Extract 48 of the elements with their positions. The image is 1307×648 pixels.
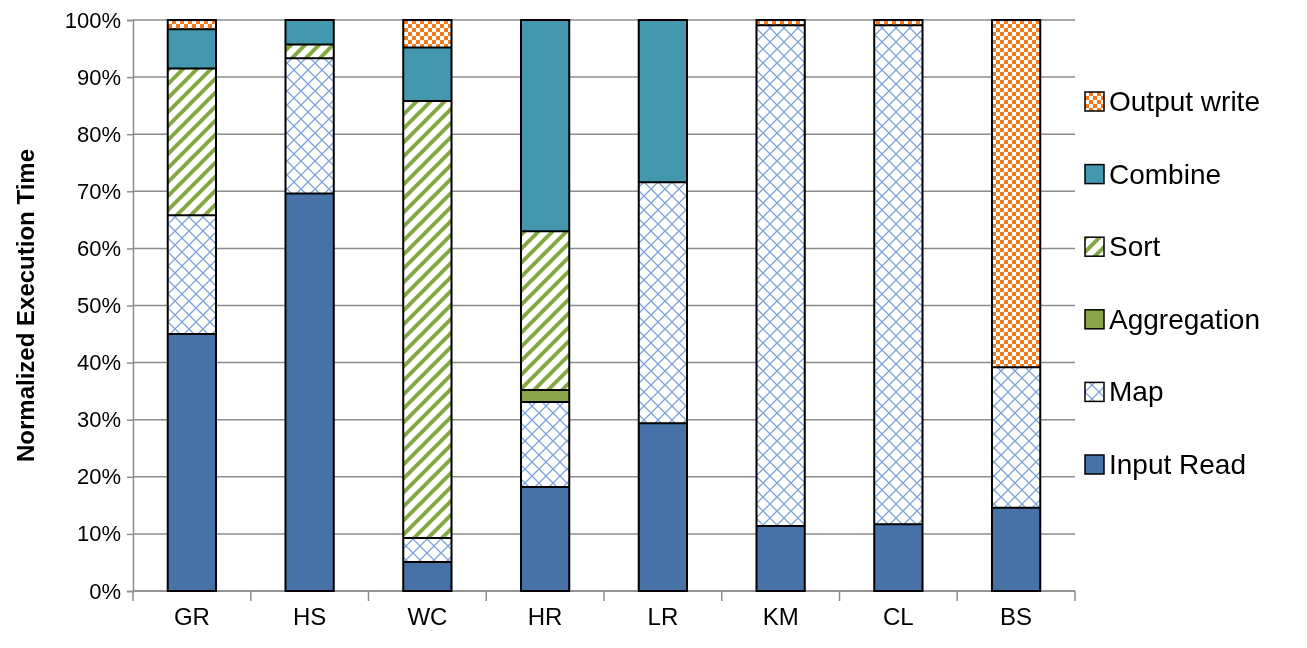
bar [402, 46, 453, 103]
bar [990, 366, 1042, 509]
x-tick-label: WC [407, 603, 448, 630]
y-tick-label: 70% [76, 178, 121, 204]
y-tick-label: 20% [76, 464, 121, 490]
bar [166, 28, 218, 70]
x-tick-label: LR [647, 603, 679, 630]
bar [166, 67, 218, 217]
bar [990, 19, 1042, 369]
x-tick-label: KM [762, 603, 799, 630]
y-tick-label: 90% [76, 64, 121, 90]
y-axis-title: Normalized Execution Time [12, 149, 39, 462]
y-tick-label: 10% [76, 521, 121, 547]
legend-label: Sort [1109, 231, 1161, 263]
legend-label: Output write [1109, 86, 1260, 117]
bar [166, 214, 218, 336]
y-tick-label: 0% [89, 578, 121, 604]
y-tick-label: 30% [76, 407, 121, 433]
legend-label: Input Read [1109, 449, 1246, 480]
bar [637, 422, 689, 592]
x-tick-label: BS [1000, 603, 1033, 630]
x-tick-label: CL [883, 603, 914, 630]
y-tick-label: 40% [76, 350, 121, 376]
legend-label: Combine [1109, 158, 1222, 190]
x-tick-label: HR [527, 603, 563, 630]
bar [284, 192, 335, 592]
bar [402, 100, 453, 539]
bar [519, 230, 571, 392]
bar [284, 57, 335, 195]
x-tick-label: GR [173, 603, 210, 630]
bar [873, 24, 924, 526]
legend-label: Aggregation [1109, 303, 1261, 335]
x-tick-label: HS [292, 603, 327, 630]
bar [755, 524, 806, 592]
legend-label: Map [1109, 376, 1164, 408]
bar [519, 486, 571, 592]
y-tick-label: 100% [64, 7, 121, 33]
bar [166, 333, 218, 592]
bar [755, 24, 806, 527]
bar [519, 401, 571, 489]
bar [637, 181, 689, 425]
bar [519, 19, 571, 233]
bar [873, 523, 924, 592]
bar [990, 506, 1042, 592]
bar [637, 19, 689, 184]
y-tick-label: 50% [76, 293, 121, 319]
y-tick-label: 80% [76, 121, 121, 147]
y-tick-label: 60% [76, 235, 121, 261]
